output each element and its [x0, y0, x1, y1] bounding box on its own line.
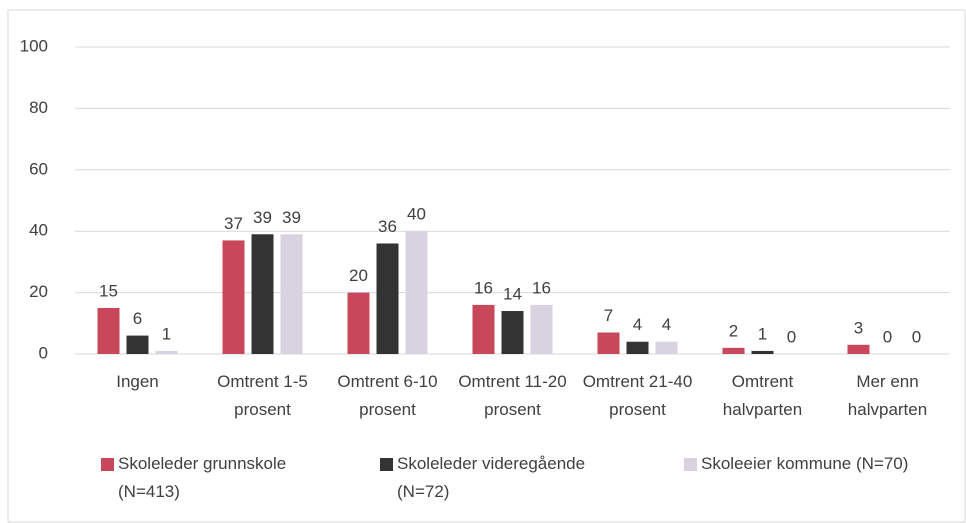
x-tick-label: Ingen [116, 372, 159, 391]
data-label: 20 [349, 266, 368, 285]
data-label: 39 [253, 208, 272, 227]
x-tick-label: Mer enn halvparten [847, 372, 928, 419]
y-tick-label: 0 [39, 343, 48, 362]
data-label: 16 [532, 278, 551, 297]
data-label: 40 [407, 205, 426, 224]
legend-label: Skoleleder videregående (N=72) [397, 454, 586, 501]
data-label: 4 [662, 315, 671, 334]
legend-item: Skoleeier kommune (N=70) [684, 450, 926, 478]
data-label: 39 [282, 208, 301, 227]
bar [222, 240, 245, 354]
data-label: 2 [729, 321, 738, 340]
legend-swatch [101, 458, 114, 471]
x-tick-label: Omtrent 11-20 prosent [458, 372, 567, 419]
bar [530, 304, 553, 354]
y-tick-label: 60 [29, 159, 48, 178]
x-tick-label: Omtrent 1-5 prosent [217, 372, 308, 419]
data-label: 7 [604, 306, 613, 325]
chart-frame [7, 9, 966, 523]
bar [347, 292, 370, 354]
data-label: 16 [474, 278, 493, 297]
legend-item: Skoleleder grunnskole (N=413) [101, 450, 343, 506]
data-label: 4 [633, 315, 642, 334]
bar [472, 304, 495, 354]
bar [847, 344, 870, 354]
data-label: 1 [162, 324, 171, 343]
legend-swatch [684, 458, 697, 471]
bar [405, 231, 428, 354]
y-tick-label: 80 [29, 98, 48, 117]
data-label: 15 [99, 281, 118, 300]
data-label: 36 [378, 217, 397, 236]
bar [97, 307, 120, 354]
legend-label: Skoleeier kommune (N=70) [701, 454, 909, 473]
bar [655, 341, 678, 354]
x-tick-label: Omtrent 6-10 prosent [337, 372, 438, 419]
x-tick-label: Omtrent 21-40 prosent [582, 372, 693, 419]
bar [626, 341, 649, 354]
bar [751, 350, 774, 354]
data-label: 14 [503, 285, 522, 304]
data-label: 6 [133, 309, 142, 328]
y-tick-label: 40 [29, 221, 48, 240]
x-tick-label: Omtrent halvparten [722, 372, 803, 419]
bar [155, 350, 178, 354]
data-label: 37 [224, 214, 243, 233]
legend-item: Skoleleder videregående (N=72) [380, 450, 622, 506]
data-label: 0 [912, 327, 921, 346]
bar [501, 311, 524, 354]
legend-swatch [380, 458, 393, 471]
y-tick-label: 20 [29, 282, 48, 301]
y-tick-label: 100 [20, 36, 48, 55]
data-label: 0 [883, 327, 892, 346]
data-label: 1 [758, 324, 767, 343]
data-label: 3 [854, 318, 863, 337]
bar [126, 335, 149, 354]
bar [251, 234, 274, 354]
bar [376, 243, 399, 354]
bar [722, 347, 745, 354]
bar [597, 332, 620, 354]
data-label: 0 [787, 327, 796, 346]
legend-label: Skoleleder grunnskole (N=413) [118, 454, 287, 501]
bar [280, 234, 303, 354]
